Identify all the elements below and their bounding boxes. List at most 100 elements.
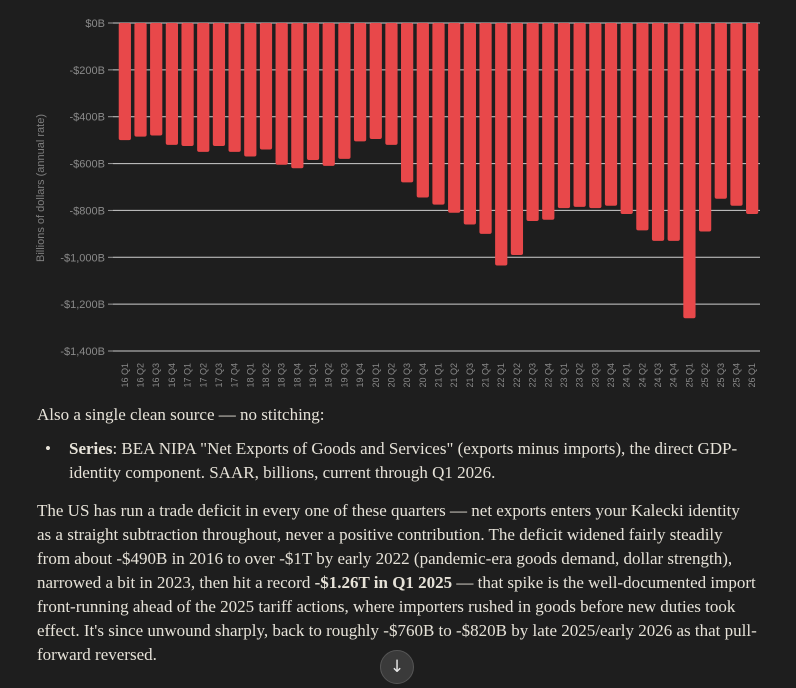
bar <box>589 23 602 209</box>
bar <box>620 23 633 214</box>
bar <box>228 23 241 152</box>
x-tick-label: 20 Q2 <box>386 363 396 388</box>
bar <box>698 23 712 232</box>
y-axis-label: Billions of dollars (annual rate) <box>35 114 47 262</box>
x-tick-label: 19 Q1 <box>308 363 318 388</box>
bar <box>448 23 461 213</box>
arrow-down-icon: ↓ <box>389 657 405 677</box>
x-tick-label: 18 Q3 <box>277 363 287 388</box>
bar <box>683 23 696 319</box>
bar <box>557 23 571 209</box>
x-tick-label: 19 Q3 <box>339 363 349 388</box>
bar <box>212 23 226 146</box>
x-tick-label: 17 Q4 <box>230 363 240 388</box>
x-tick-label: 19 Q2 <box>324 363 334 388</box>
bar <box>730 23 743 206</box>
bar <box>479 23 492 234</box>
bar <box>275 23 288 165</box>
y-tick-label: -$1,400B <box>60 346 105 358</box>
bar <box>369 23 382 139</box>
y-tick-label: -$200B <box>70 65 105 77</box>
x-tick-label: 20 Q1 <box>371 363 381 388</box>
bar <box>401 23 414 183</box>
bar <box>604 23 618 206</box>
message-content: Also a single clean source — no stitchin… <box>37 400 757 667</box>
bar <box>526 23 539 221</box>
bar <box>432 23 445 205</box>
y-tick-label: -$600B <box>70 159 105 171</box>
y-tick-label: -$1,200B <box>60 299 105 311</box>
paragraph-text: The US has run a trade deficit in every … <box>37 501 740 592</box>
bar <box>746 23 759 214</box>
bars <box>118 23 759 319</box>
bar <box>542 23 555 220</box>
x-tick-label: 24 Q4 <box>669 363 679 388</box>
x-tick-label: 20 Q3 <box>402 363 412 388</box>
bar <box>291 23 304 169</box>
x-tick-label: 22 Q4 <box>543 363 553 388</box>
bar <box>416 23 429 198</box>
x-tick-label: 17 Q1 <box>183 363 193 388</box>
x-tick-label: 22 Q1 <box>496 363 506 388</box>
bar <box>259 23 273 150</box>
x-tick-label: 26 Q1 <box>747 363 757 388</box>
intro-text: Also a single clean source — no stitchin… <box>37 405 325 424</box>
x-tick-label: 23 Q1 <box>559 363 569 388</box>
bar <box>667 23 680 241</box>
y-tick-label: -$400B <box>70 112 105 124</box>
paragraph-highlight: -$1.26T in Q1 2025 <box>314 573 453 592</box>
series-description: : BEA NIPA "Net Exports of Goods and Ser… <box>69 439 738 482</box>
list-item: Series: BEA NIPA "Net Exports of Goods a… <box>45 437 757 485</box>
bar <box>714 23 727 199</box>
analysis-paragraph: The US has run a trade deficit in every … <box>37 499 757 667</box>
x-tick-label: 18 Q4 <box>292 363 302 388</box>
bar <box>495 23 508 266</box>
x-axis-labels: 16 Q1 16 Q2 16 Q3 16 Q4 17 Q1 17 Q2 17 Q3 17 Q4… <box>120 363 757 388</box>
bar <box>338 23 351 159</box>
x-tick-label: 16 Q3 <box>151 363 161 388</box>
x-tick-label: 25 Q2 <box>700 363 710 388</box>
x-tick-label: 22 Q3 <box>528 363 538 388</box>
scroll-down-button[interactable]: ↓ <box>380 650 414 684</box>
bar <box>353 23 367 142</box>
paragraph-text-continued: — that spike is the well-documented impo… <box>37 573 757 664</box>
bar <box>463 23 476 225</box>
bar <box>510 23 524 255</box>
series-list: Series: BEA NIPA "Net Exports of Goods a… <box>37 437 757 485</box>
x-tick-label: 24 Q3 <box>653 363 663 388</box>
bar <box>181 23 194 146</box>
bar <box>150 23 163 136</box>
net-exports-chart: $0B -$200B -$400B -$600B -$800B -$1,000B -$1,2… <box>35 18 760 388</box>
x-tick-label: 24 Q2 <box>637 363 647 388</box>
x-tick-label: 17 Q3 <box>214 363 224 388</box>
bar <box>322 23 335 166</box>
x-tick-label: 21 Q4 <box>481 363 491 388</box>
x-tick-label: 23 Q2 <box>575 363 585 388</box>
bar <box>573 23 586 207</box>
bar <box>244 23 257 157</box>
bar <box>306 23 320 161</box>
x-tick-label: 16 Q1 <box>120 363 130 388</box>
x-tick-label: 18 Q1 <box>245 363 255 388</box>
x-tick-label: 16 Q2 <box>136 363 146 388</box>
x-tick-label: 25 Q3 <box>716 363 726 388</box>
y-tick-label: -$800B <box>70 205 105 217</box>
bar <box>134 23 147 137</box>
x-tick-label: 21 Q1 <box>434 363 444 388</box>
bar <box>165 23 179 145</box>
x-tick-label: 21 Q2 <box>449 363 459 388</box>
x-tick-label: 20 Q4 <box>418 363 428 388</box>
x-tick-label: 22 Q2 <box>512 363 522 388</box>
x-tick-label: 18 Q2 <box>261 363 271 388</box>
x-tick-label: 23 Q3 <box>590 363 600 388</box>
bar <box>651 23 665 241</box>
bar <box>636 23 649 231</box>
x-tick-label: 24 Q1 <box>622 363 632 388</box>
x-tick-label: 25 Q1 <box>684 363 694 388</box>
bar <box>197 23 210 152</box>
x-tick-label: 16 Q4 <box>167 363 177 388</box>
y-tick-label: $0B <box>85 18 105 30</box>
x-tick-label: 23 Q4 <box>606 363 616 388</box>
x-tick-label: 21 Q3 <box>465 363 475 388</box>
y-axis: $0B -$200B -$400B -$600B -$800B -$1,000B -$1,2… <box>60 18 113 358</box>
